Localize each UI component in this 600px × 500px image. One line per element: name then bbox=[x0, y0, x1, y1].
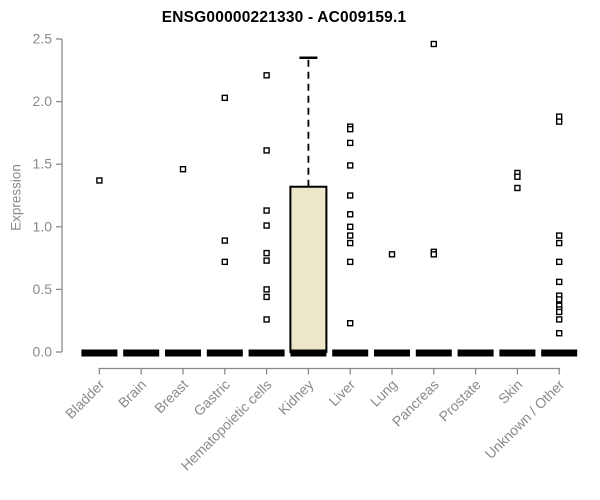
median-bar bbox=[332, 349, 369, 357]
outlier-point bbox=[347, 223, 354, 231]
median-bar bbox=[499, 349, 536, 357]
outlier-point bbox=[556, 278, 563, 286]
outlier-point bbox=[263, 207, 270, 214]
outlier-point bbox=[347, 162, 354, 169]
y-tick-label: 2.5 bbox=[33, 31, 53, 47]
outlier-point bbox=[347, 139, 354, 147]
median-bar bbox=[541, 349, 578, 357]
median-bar bbox=[165, 349, 201, 357]
outlier-point bbox=[347, 320, 354, 327]
outlier-point bbox=[347, 211, 354, 218]
box bbox=[289, 185, 328, 353]
x-axis-category-label: Breast bbox=[151, 376, 191, 416]
median-bar bbox=[248, 349, 285, 357]
outlier-point bbox=[556, 258, 563, 266]
outlier-point bbox=[263, 293, 270, 301]
outlier-point bbox=[347, 125, 354, 133]
x-axis-category-label: Skin bbox=[495, 376, 526, 407]
outlier-point bbox=[430, 40, 437, 48]
outlier-point bbox=[263, 222, 270, 229]
x-axis-category-label: Prostate bbox=[436, 376, 484, 424]
outlier-point bbox=[556, 308, 563, 316]
outlier-point bbox=[221, 94, 229, 102]
chart-title: ENSG00000221330 - AC009159.1 bbox=[161, 9, 407, 26]
outlier-point bbox=[514, 184, 521, 192]
x-axis-category-label: Liver bbox=[326, 376, 359, 409]
outlier-point bbox=[388, 251, 396, 258]
y-tick-label: 2.0 bbox=[33, 93, 53, 109]
outlier-point bbox=[263, 147, 270, 154]
outlier-point bbox=[96, 177, 103, 184]
y-tick-label: 1.5 bbox=[33, 156, 53, 172]
x-axis-category-label: Bladder bbox=[62, 376, 108, 422]
outlier-point bbox=[556, 316, 563, 323]
outlier-point bbox=[347, 258, 354, 266]
outlier-point bbox=[556, 118, 563, 125]
outlier-point bbox=[556, 113, 563, 120]
y-tick-label: 1.0 bbox=[33, 218, 53, 234]
median-bar bbox=[457, 349, 494, 357]
outlier-point bbox=[556, 330, 563, 337]
outlier-point bbox=[263, 257, 270, 264]
y-tick-label: 0.0 bbox=[33, 344, 53, 360]
outlier-point bbox=[347, 192, 354, 199]
outlier-point bbox=[179, 166, 187, 173]
outlier-point bbox=[263, 286, 270, 293]
outlier-point bbox=[263, 72, 270, 79]
x-axis-category-label: Kidney bbox=[275, 376, 317, 418]
outlier-point bbox=[263, 316, 270, 323]
median-bar bbox=[206, 349, 243, 357]
x-axis-category-label: Lung bbox=[367, 376, 400, 409]
outlier-point bbox=[556, 296, 563, 303]
median-bar bbox=[81, 349, 118, 357]
outlier-point bbox=[263, 249, 270, 257]
x-axis-category-label: Unknown / Other bbox=[482, 376, 568, 462]
outlier-point bbox=[514, 173, 521, 180]
outlier-point bbox=[556, 232, 563, 239]
x-axis-category-label: Brain bbox=[115, 376, 149, 410]
median-bar bbox=[374, 349, 410, 357]
median-bar bbox=[123, 349, 160, 357]
outlier-point bbox=[221, 258, 229, 266]
median-bar bbox=[415, 349, 452, 357]
median-bar bbox=[290, 349, 327, 357]
outlier-point bbox=[347, 239, 354, 247]
y-tick-label: 0.5 bbox=[33, 281, 53, 297]
outlier-point bbox=[556, 239, 563, 247]
outlier-point bbox=[221, 237, 229, 244]
outlier-point bbox=[430, 251, 437, 258]
outlier-point bbox=[347, 232, 354, 239]
